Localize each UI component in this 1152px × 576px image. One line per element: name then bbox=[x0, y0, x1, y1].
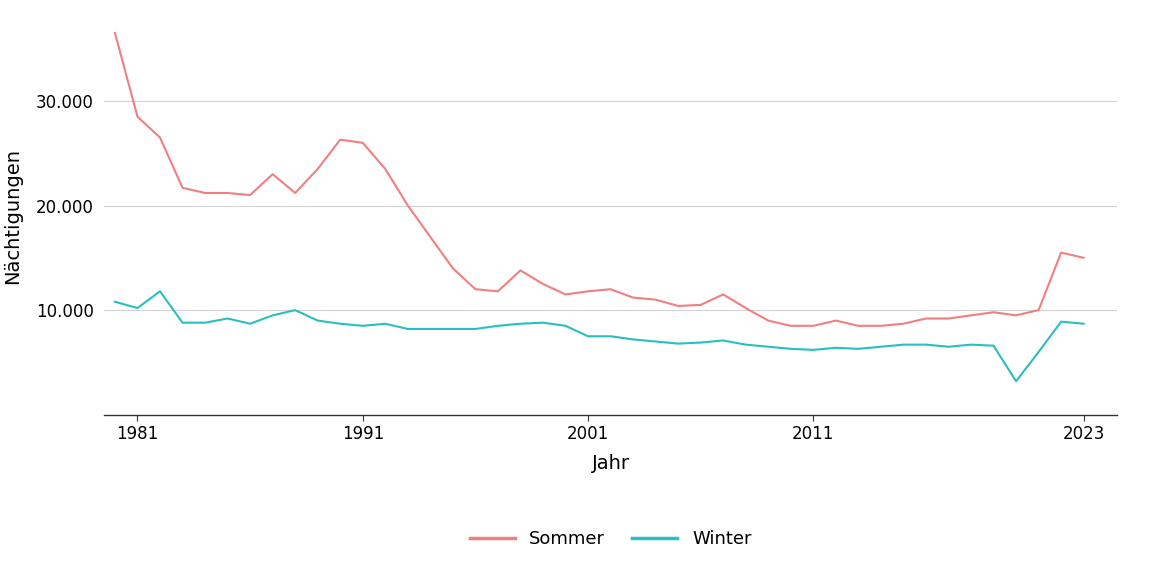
Sommer bbox=[288, 190, 302, 196]
Winter bbox=[175, 319, 189, 326]
Winter bbox=[266, 312, 280, 319]
Winter bbox=[604, 333, 617, 340]
Sommer bbox=[175, 184, 189, 191]
Sommer bbox=[446, 265, 460, 272]
Sommer bbox=[378, 165, 392, 172]
Winter bbox=[896, 341, 910, 348]
Line: Sommer: Sommer bbox=[115, 33, 1084, 326]
Winter bbox=[130, 305, 144, 312]
Sommer bbox=[717, 291, 730, 298]
Sommer bbox=[694, 301, 707, 308]
Winter bbox=[694, 339, 707, 346]
Legend: Sommer, Winter: Sommer, Winter bbox=[462, 523, 759, 556]
Sommer bbox=[604, 286, 617, 293]
Sommer bbox=[536, 281, 550, 287]
Winter bbox=[783, 346, 797, 353]
Winter bbox=[941, 343, 955, 350]
Winter bbox=[221, 315, 235, 322]
Winter bbox=[311, 317, 325, 324]
Sommer bbox=[874, 323, 888, 329]
Sommer bbox=[130, 113, 144, 120]
Sommer bbox=[333, 136, 347, 143]
Winter bbox=[829, 344, 843, 351]
Winter bbox=[1054, 318, 1068, 325]
Winter bbox=[536, 319, 550, 326]
Winter bbox=[806, 346, 820, 353]
Sommer bbox=[761, 317, 775, 324]
Winter bbox=[649, 338, 662, 345]
Winter bbox=[672, 340, 685, 347]
Sommer bbox=[198, 190, 212, 196]
Sommer bbox=[559, 291, 573, 298]
Sommer bbox=[108, 29, 122, 36]
Sommer bbox=[1054, 249, 1068, 256]
Winter bbox=[401, 325, 415, 332]
Sommer bbox=[514, 267, 528, 274]
Sommer bbox=[469, 286, 483, 293]
Winter bbox=[717, 337, 730, 344]
Sommer bbox=[581, 288, 594, 295]
Winter bbox=[559, 323, 573, 329]
Winter bbox=[964, 341, 978, 348]
Winter bbox=[424, 325, 438, 332]
Winter bbox=[378, 320, 392, 327]
Winter bbox=[108, 298, 122, 305]
Sommer bbox=[986, 309, 1000, 316]
Winter bbox=[986, 342, 1000, 349]
Winter bbox=[491, 323, 505, 329]
Sommer bbox=[649, 296, 662, 303]
Sommer bbox=[243, 192, 257, 199]
Sommer bbox=[221, 190, 235, 196]
Sommer bbox=[738, 305, 752, 312]
Sommer bbox=[1009, 312, 1023, 319]
Sommer bbox=[266, 170, 280, 177]
Winter bbox=[288, 306, 302, 313]
Sommer bbox=[424, 233, 438, 240]
Winter bbox=[469, 325, 483, 332]
Sommer bbox=[1032, 306, 1046, 313]
Sommer bbox=[896, 320, 910, 327]
Sommer bbox=[806, 323, 820, 329]
Sommer bbox=[851, 323, 865, 329]
Winter bbox=[1032, 348, 1046, 355]
Sommer bbox=[829, 317, 843, 324]
Sommer bbox=[1077, 255, 1091, 262]
Sommer bbox=[783, 323, 797, 329]
Winter bbox=[243, 320, 257, 327]
Sommer bbox=[964, 312, 978, 319]
Sommer bbox=[672, 302, 685, 309]
Sommer bbox=[311, 165, 325, 172]
Sommer bbox=[401, 202, 415, 209]
Winter bbox=[514, 320, 528, 327]
Sommer bbox=[919, 315, 933, 322]
Line: Winter: Winter bbox=[115, 291, 1084, 381]
Winter bbox=[1077, 320, 1091, 327]
Winter bbox=[1009, 378, 1023, 385]
Sommer bbox=[941, 315, 955, 322]
Winter bbox=[446, 325, 460, 332]
Winter bbox=[874, 343, 888, 350]
Winter bbox=[627, 336, 641, 343]
X-axis label: Jahr: Jahr bbox=[592, 454, 629, 473]
Winter bbox=[333, 320, 347, 327]
Winter bbox=[356, 323, 370, 329]
Winter bbox=[738, 341, 752, 348]
Winter bbox=[761, 343, 775, 350]
Sommer bbox=[356, 139, 370, 146]
Y-axis label: Nächtigungen: Nächtigungen bbox=[3, 148, 22, 284]
Sommer bbox=[153, 134, 167, 141]
Winter bbox=[198, 319, 212, 326]
Sommer bbox=[491, 288, 505, 295]
Winter bbox=[153, 288, 167, 295]
Winter bbox=[919, 341, 933, 348]
Winter bbox=[581, 333, 594, 340]
Sommer bbox=[627, 294, 641, 301]
Winter bbox=[851, 346, 865, 353]
